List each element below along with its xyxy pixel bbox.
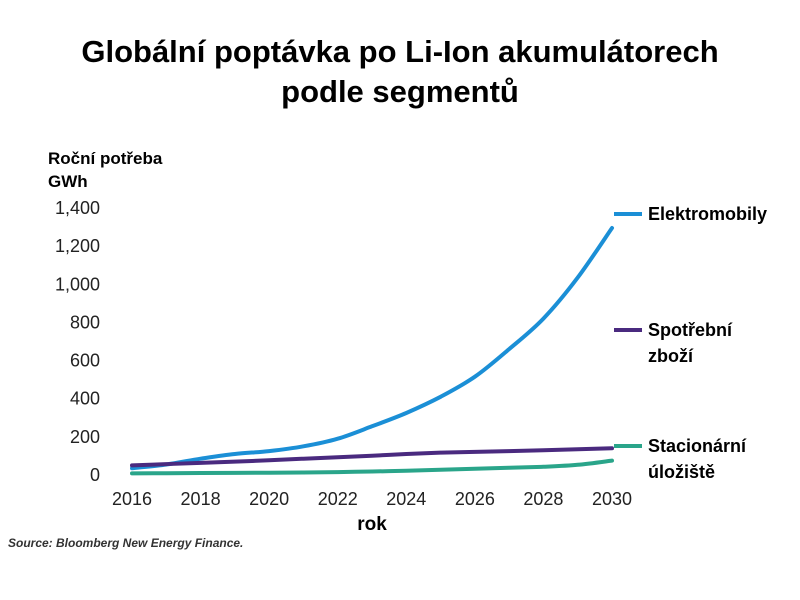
y-tick-label: 0 — [90, 465, 100, 485]
y-tick-label: 800 — [70, 312, 100, 332]
legend-label-1: zboží — [648, 346, 694, 366]
chart-title-line-1: Globální poptávka po Li-Ion akumulátorec… — [81, 34, 719, 69]
y-tick-label: 200 — [70, 427, 100, 447]
y-tick-label: 1,000 — [55, 274, 100, 294]
chart-title: Globální poptávka po Li-Ion akumulátorec… — [0, 32, 800, 112]
x-tick-label: 2022 — [318, 489, 358, 509]
source-note: Source: Bloomberg New Energy Finance. — [8, 536, 244, 550]
y-tick-label: 1,400 — [55, 198, 100, 218]
legend-label-0: Elektromobily — [648, 204, 767, 224]
y-tick-label: 400 — [70, 389, 100, 409]
series-lines — [130, 226, 614, 476]
legend: Elektromobily Spotřební zboží Stacionární úl… — [614, 204, 767, 482]
y-axis-label: Roční potřeba GWh — [48, 149, 163, 191]
series-line-1 — [130, 446, 614, 468]
legend-label-1: Spotřební — [648, 320, 733, 340]
y-axis-label-line: GWh — [48, 172, 88, 191]
series-line-2 — [130, 458, 614, 476]
legend-label-2: Stacionární — [648, 436, 747, 456]
x-tick-label: 2030 — [592, 489, 632, 509]
legend-label-2: úložiště — [648, 462, 715, 482]
x-tick-label: 2028 — [523, 489, 563, 509]
chart-title-line-2: podle segmentů — [281, 74, 519, 109]
x-tick-label: 2026 — [455, 489, 495, 509]
x-axis-ticks: 2016 2018 2020 2022 2024 2026 2028 2030 — [112, 489, 632, 509]
x-tick-label: 2018 — [181, 489, 221, 509]
y-axis-ticks: 0 200 400 600 800 1,000 1,200 1,400 — [55, 198, 100, 485]
x-axis-label: rok — [357, 514, 387, 535]
x-tick-label: 2020 — [249, 489, 289, 509]
x-tick-label: 2024 — [386, 489, 426, 509]
y-tick-label: 1,200 — [55, 236, 100, 256]
y-axis-label-line: Roční potřeba — [48, 149, 163, 168]
y-tick-label: 600 — [70, 351, 100, 371]
series-line-0 — [130, 226, 614, 471]
x-tick-label: 2016 — [112, 489, 152, 509]
